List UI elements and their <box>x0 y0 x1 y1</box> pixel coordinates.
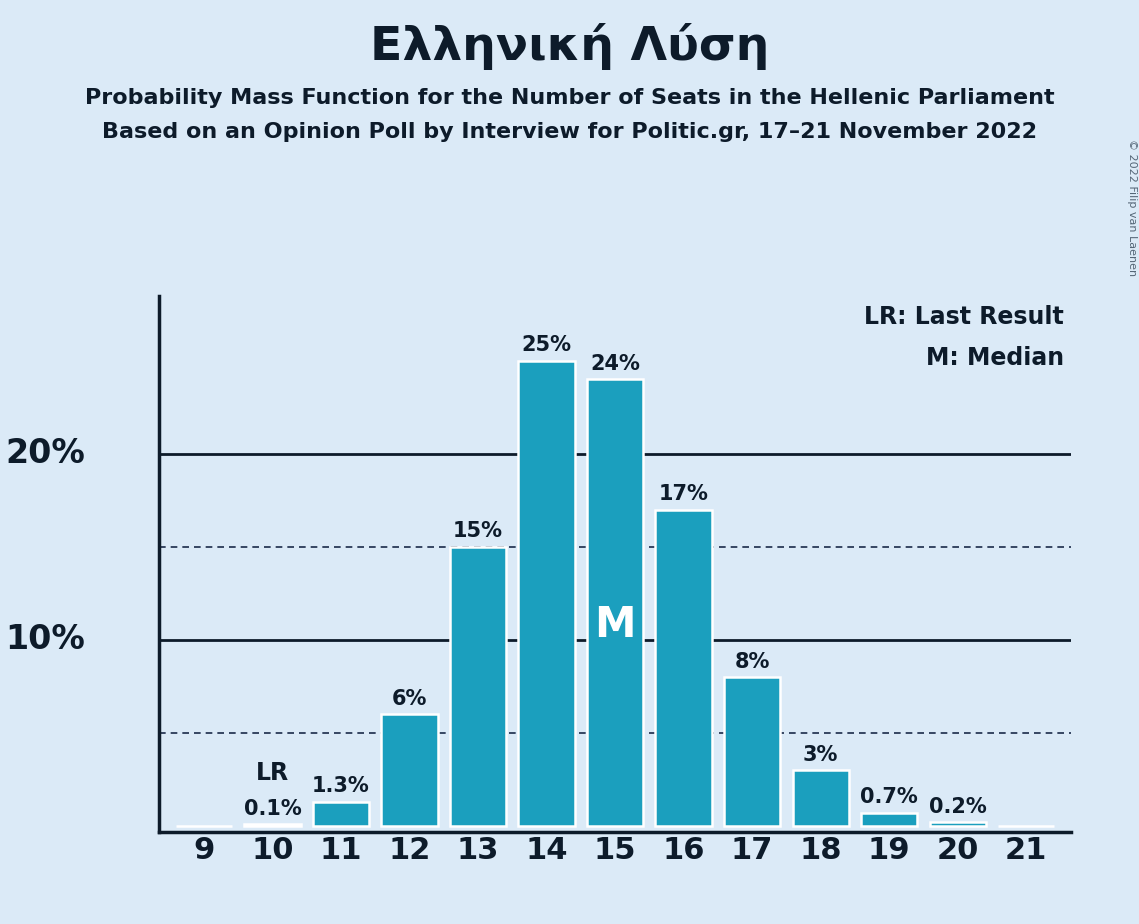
Text: 25%: 25% <box>522 335 572 355</box>
Text: © 2022 Filip van Laenen: © 2022 Filip van Laenen <box>1126 139 1137 275</box>
Text: 15%: 15% <box>453 521 503 541</box>
Text: 0.1%: 0.1% <box>244 798 302 819</box>
Bar <box>313 802 369 826</box>
Text: 17%: 17% <box>658 484 708 505</box>
Text: 3%: 3% <box>803 745 838 765</box>
Bar <box>245 824 301 826</box>
Text: 24%: 24% <box>590 354 640 374</box>
Text: Probability Mass Function for the Number of Seats in the Hellenic Parliament: Probability Mass Function for the Number… <box>84 88 1055 108</box>
Bar <box>382 714 437 826</box>
Bar <box>587 380 644 826</box>
Bar <box>518 360 575 826</box>
Text: 6%: 6% <box>392 688 427 709</box>
Bar <box>450 547 506 826</box>
Text: 0.2%: 0.2% <box>928 796 986 817</box>
Text: 1.3%: 1.3% <box>312 776 370 796</box>
Bar <box>861 813 917 826</box>
Text: Based on an Opinion Poll by Interview for Politic.gr, 17–21 November 2022: Based on an Opinion Poll by Interview fo… <box>103 122 1036 142</box>
Bar <box>724 677 780 826</box>
Text: 0.7%: 0.7% <box>860 787 918 808</box>
Text: 20%: 20% <box>6 437 85 470</box>
Text: M: M <box>595 604 636 646</box>
Bar <box>793 771 849 826</box>
Bar <box>929 822 985 826</box>
Text: M: Median: M: Median <box>926 346 1064 370</box>
Bar <box>655 510 712 826</box>
Text: LR: Last Result: LR: Last Result <box>865 305 1064 329</box>
Text: 10%: 10% <box>6 624 85 656</box>
Text: LR: LR <box>256 761 289 785</box>
Text: Ελληνική Λύση: Ελληνική Λύση <box>370 23 769 70</box>
Text: 8%: 8% <box>735 651 770 672</box>
